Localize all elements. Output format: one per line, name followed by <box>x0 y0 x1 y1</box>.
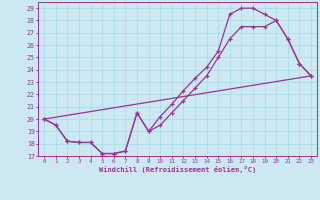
X-axis label: Windchill (Refroidissement éolien,°C): Windchill (Refroidissement éolien,°C) <box>99 166 256 173</box>
